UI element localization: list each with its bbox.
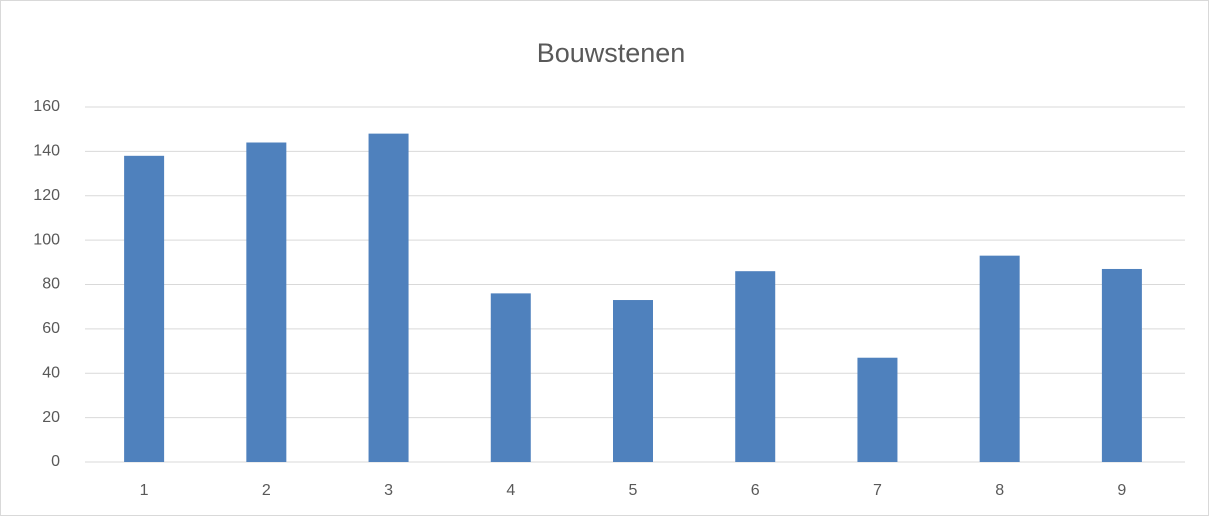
bar <box>246 142 287 462</box>
x-tick-label: 2 <box>262 482 271 499</box>
x-tick-label: 9 <box>1117 482 1126 499</box>
bar <box>735 271 776 462</box>
x-tick-label: 5 <box>629 482 638 499</box>
y-tick-label: 160 <box>33 98 60 115</box>
x-tick-label: 8 <box>995 482 1004 499</box>
x-tick-label: 7 <box>873 482 882 499</box>
bar <box>124 155 165 462</box>
y-tick-label: 120 <box>33 187 60 204</box>
y-tick-label: 60 <box>42 320 60 337</box>
y-tick-label: 0 <box>51 453 60 470</box>
chart-title: Bouwstenen <box>537 38 686 68</box>
x-tick-label: 6 <box>751 482 760 499</box>
y-tick-label: 140 <box>33 143 60 160</box>
x-tick-label: 3 <box>384 482 393 499</box>
bar <box>857 357 898 462</box>
bar <box>1101 268 1142 462</box>
y-tick-label: 40 <box>42 364 60 381</box>
y-tick-label: 80 <box>42 276 60 293</box>
bar <box>613 300 653 462</box>
bar <box>490 293 531 462</box>
y-tick-label: 20 <box>42 409 60 426</box>
bar <box>368 133 409 462</box>
bar <box>979 255 1020 462</box>
x-tick-label: 4 <box>506 482 515 499</box>
y-tick-label: 100 <box>33 231 60 248</box>
x-tick-label: 1 <box>140 482 149 499</box>
